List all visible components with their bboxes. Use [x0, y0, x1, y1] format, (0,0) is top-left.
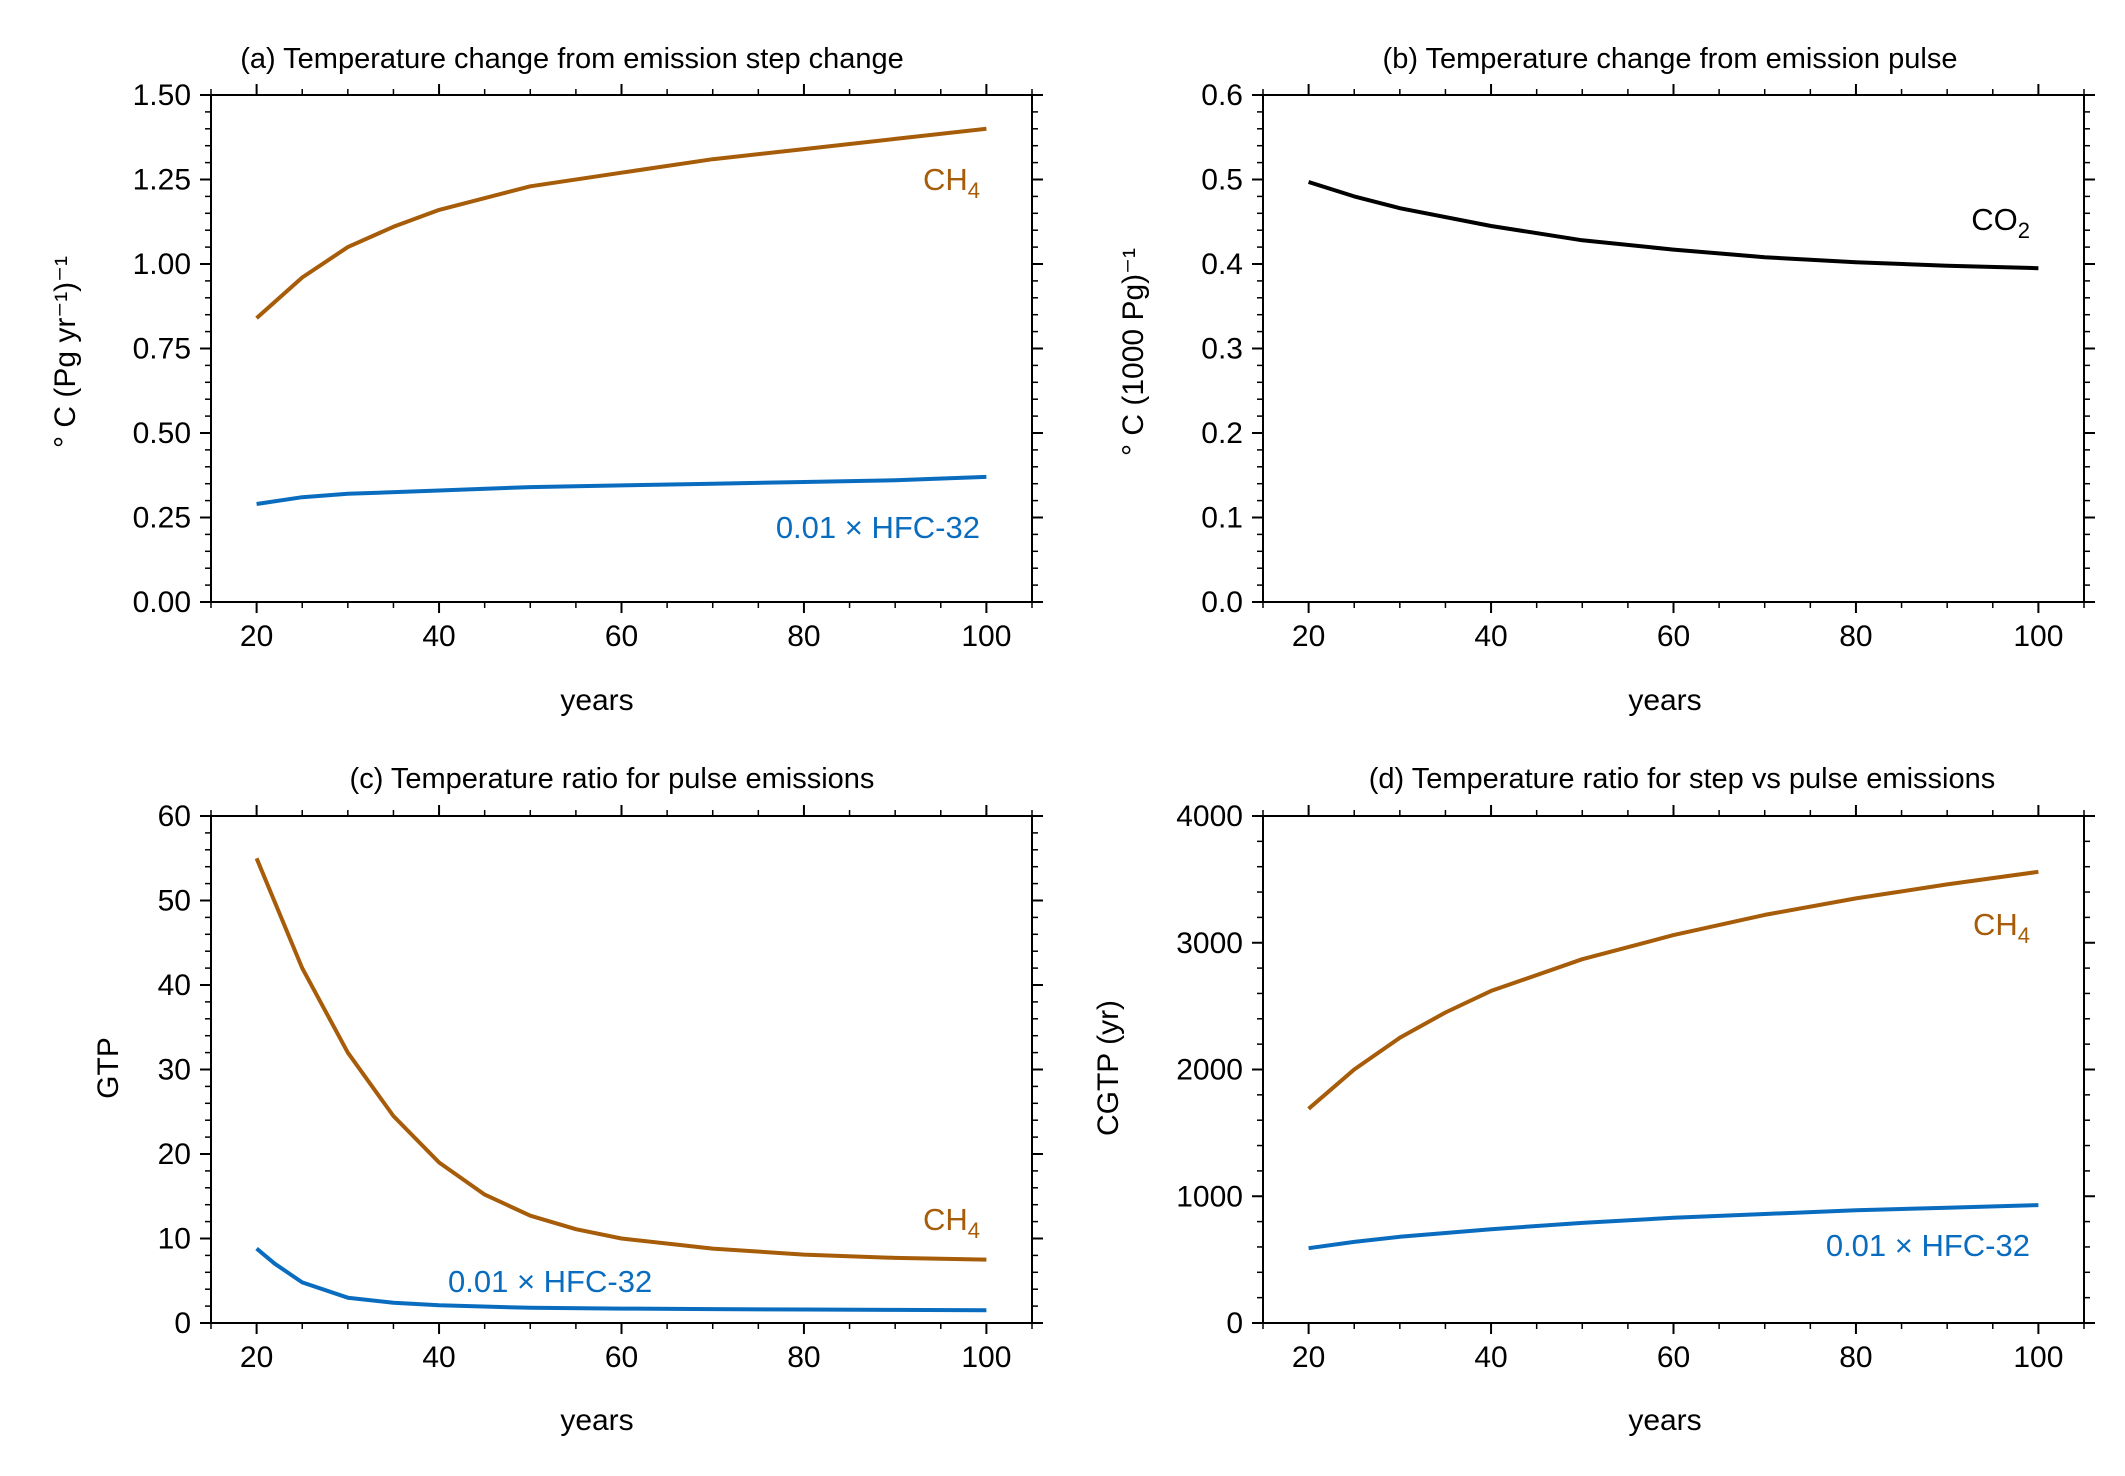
panel-b: (b) Temperature change from emission pul… [1117, 43, 2095, 717]
panel-c-y-tick-label: 50 [158, 885, 191, 918]
panel-b-y-tick-label: 0.5 [1201, 164, 1243, 197]
panel-b-xlabel: years [1628, 684, 1701, 717]
panel-c-y-tick-label: 30 [158, 1054, 191, 1087]
panel-a-y-tick-label: 1.50 [133, 79, 191, 112]
panel-a-series-1-line [256, 474, 987, 506]
panel-a-x-tick-label: 40 [422, 620, 455, 653]
panel-d-y-tick-label: 2000 [1176, 1054, 1243, 1087]
panel-a-x-tick-label: 80 [787, 620, 820, 653]
panel-d-y-tick-label: 3000 [1176, 927, 1243, 960]
panel-a-title: (a) Temperature change from emission ste… [240, 43, 904, 75]
panel-d-y-tick-label: 1000 [1176, 1180, 1243, 1213]
panel-d-x-tick-label: 60 [1657, 1341, 1690, 1374]
panel-c-axes-frame [210, 815, 1033, 1324]
panel-b-y-tick-label: 0.4 [1201, 248, 1243, 281]
panel-d-x-tick-label: 80 [1839, 1341, 1872, 1374]
panel-c-y-tick-label: 0 [174, 1307, 191, 1340]
panel-d-y-tick-label: 0 [1226, 1307, 1243, 1340]
panel-a-y-tick-label: 1.00 [133, 248, 191, 281]
panel-a-x-tick-label: 60 [605, 620, 638, 653]
panel-c-x-tick-label: 40 [422, 1341, 455, 1374]
panel-b-label-co2: CO2 [1971, 202, 2030, 243]
panel-a-y-tick-label: 0.25 [133, 502, 191, 535]
panel-c-label-hfc: 0.01 × HFC-32 [448, 1264, 652, 1299]
panel-c-x-tick-label: 100 [961, 1341, 1011, 1374]
panel-b-x-tick-label: 20 [1292, 620, 1325, 653]
panel-c-x-tick-label: 20 [240, 1341, 273, 1374]
panel-d-x-tick-label: 100 [2013, 1341, 2063, 1374]
panel-d-series-0-line [1307, 869, 2039, 1111]
panel-d-label-ch4: CH4 [1973, 907, 2030, 948]
panel-c-title: (c) Temperature ratio for pulse emission… [350, 763, 875, 795]
panel-a-y-tick-label: 1.25 [133, 164, 191, 197]
panel-c-label-ch4: CH4 [923, 1202, 980, 1243]
panel-a-label-ch4: CH4 [923, 162, 980, 203]
panel-c-x-tick-label: 80 [787, 1341, 820, 1374]
panel-b-axes-frame [1262, 94, 2085, 603]
panel-d: (d) Temperature ratio for step vs pulse … [1092, 763, 2095, 1437]
panel-d-title: (d) Temperature ratio for step vs pulse … [1369, 763, 1995, 795]
panel-b-x-tick-label: 80 [1839, 620, 1872, 653]
panel-a-x-tick-label: 20 [240, 620, 273, 653]
panel-d-xlabel: years [1628, 1404, 1701, 1437]
panel-b-y-tick-label: 0.6 [1201, 79, 1243, 112]
panel-c-x-tick-label: 60 [605, 1341, 638, 1374]
panel-d-label-hfc: 0.01 × HFC-32 [1826, 1228, 2030, 1263]
panel-b-ylabel: ° C (1000 Pg)⁻¹ [1117, 248, 1150, 456]
panel-c: (c) Temperature ratio for pulse emission… [92, 763, 1043, 1437]
panel-a-label-hfc: 0.01 × HFC-32 [776, 510, 980, 545]
panel-a-y-tick-label: 0.00 [133, 586, 191, 619]
panel-b-series-0-line [1307, 180, 2039, 271]
panel-a-xlabel: years [560, 684, 633, 717]
panel-d-ylabel: CGTP (yr) [1092, 1000, 1125, 1136]
panel-d-x-tick-label: 20 [1292, 1341, 1325, 1374]
panel-d-x-tick-label: 40 [1474, 1341, 1507, 1374]
panel-c-y-tick-label: 20 [158, 1138, 191, 1171]
panel-b-y-tick-label: 0.1 [1201, 502, 1243, 535]
panel-d-series-1-line [1308, 1203, 2039, 1251]
panel-b-x-tick-label: 40 [1474, 620, 1507, 653]
panel-b-y-tick-label: 0.3 [1201, 333, 1243, 366]
panel-b-x-tick-label: 100 [2013, 620, 2063, 653]
panel-b-y-tick-label: 0.0 [1201, 586, 1243, 619]
panel-b-y-tick-label: 0.2 [1201, 417, 1243, 450]
panel-a: (a) Temperature change from emission ste… [49, 43, 1043, 717]
panel-b-x-tick-label: 60 [1657, 620, 1690, 653]
panel-a-y-tick-label: 0.50 [133, 417, 191, 450]
panel-c-ylabel: GTP [92, 1037, 125, 1099]
panel-c-y-tick-label: 40 [158, 969, 191, 1002]
panel-c-y-tick-label: 10 [158, 1223, 191, 1256]
panel-c-series-0-line [254, 857, 987, 1262]
panel-a-ylabel: ° C (Pg yr⁻¹)⁻¹ [49, 256, 82, 448]
panel-d-y-tick-label: 4000 [1176, 800, 1243, 833]
panel-a-y-tick-label: 0.75 [133, 333, 191, 366]
panel-c-xlabel: years [560, 1404, 633, 1437]
panel-b-title: (b) Temperature change from emission pul… [1383, 43, 1958, 75]
panel-c-y-tick-label: 60 [158, 800, 191, 833]
panel-a-x-tick-label: 100 [961, 620, 1011, 653]
panel-c-series-1-line [255, 1247, 987, 1313]
panel-a-series-0-line [255, 126, 987, 320]
